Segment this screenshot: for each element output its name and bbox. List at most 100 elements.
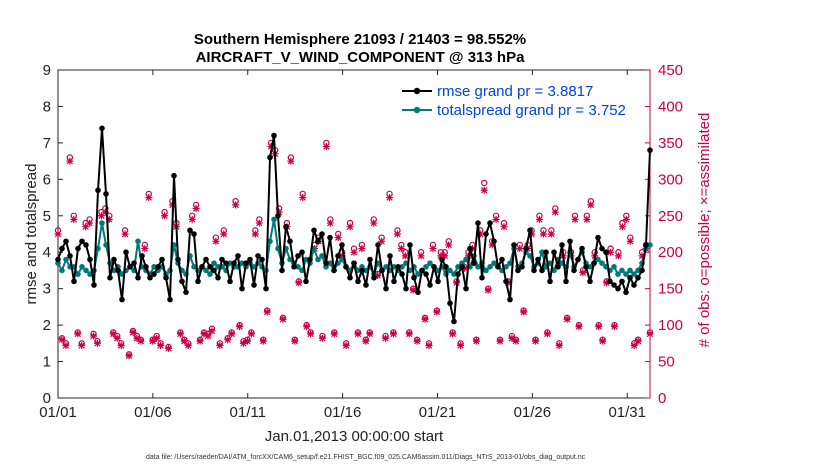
series-x-group — [54, 143, 654, 360]
obs-assimilated-point — [350, 248, 358, 256]
obs-assimilated-point — [607, 248, 615, 256]
series-point-rmse — [351, 260, 357, 266]
series-point-rmse — [131, 260, 137, 266]
obs-assimilated-point — [634, 337, 642, 345]
series-point-totalspread — [635, 267, 641, 274]
series-point-rmse — [523, 245, 529, 252]
legend-marker-totalspread — [413, 106, 421, 114]
series-point-rmse — [223, 260, 229, 266]
obs-assimilated-point — [149, 337, 157, 345]
plot-area — [57, 69, 651, 399]
obs-assimilated-point — [322, 143, 330, 151]
obs-assimilated-point — [239, 339, 247, 347]
obs-assimilated-point — [66, 157, 74, 165]
obs-assimilated-point — [370, 219, 378, 227]
obs-assimilated-point — [492, 215, 500, 223]
series-point-rmse — [599, 245, 605, 252]
y2-tick-label: 400 — [658, 98, 683, 115]
obs-assimilated-point — [449, 330, 457, 338]
x-tick-label: 01/26 — [514, 404, 552, 421]
obs-assimilated-point — [153, 334, 161, 342]
series-point-rmse — [603, 249, 609, 256]
obs-assimilated-point — [342, 342, 350, 350]
chart-title: Southern Hemisphere 21093 / 21403 = 98.5… — [194, 31, 526, 48]
series-point-rmse — [491, 238, 497, 245]
series-point-rmse — [371, 274, 377, 281]
series-point-rmse — [55, 256, 61, 263]
x-tick-label: 01/21 — [419, 404, 457, 421]
series-point-rmse — [427, 282, 433, 288]
series-point-totalspread — [451, 271, 457, 277]
y2-tick-label: 250 — [658, 208, 683, 225]
series-point-rmse — [235, 253, 241, 259]
obs-assimilated-point — [307, 330, 315, 338]
obs-assimilated-point — [224, 336, 232, 344]
series-point-rmse — [551, 249, 557, 256]
series-point-rmse — [99, 125, 105, 132]
series-point-rmse — [487, 220, 493, 226]
series-point-totalspread — [631, 271, 637, 277]
legend-label-rmse: rmse grand pr = 3.8817 — [437, 83, 593, 100]
series-point-rmse — [319, 231, 325, 237]
obs-assimilated-point — [441, 252, 449, 260]
series-point-rmse — [579, 245, 585, 252]
obs-assimilated-point — [583, 215, 591, 223]
series-point-rmse — [143, 264, 149, 270]
obs-assimilated-point — [78, 342, 86, 350]
obs-assimilated-point — [457, 342, 465, 350]
series-point-totalspread — [59, 267, 65, 274]
obs-assimilated-point — [212, 237, 220, 245]
series-point-rmse — [247, 256, 253, 263]
obs-assimilated-point — [141, 245, 149, 253]
obs-assimilated-point — [393, 230, 401, 238]
obs-assimilated-point — [208, 327, 216, 335]
obs-assimilated-point — [54, 230, 62, 238]
series-point-totalspread — [383, 264, 389, 270]
series-point-rmse — [459, 264, 465, 270]
y-tick-label: 2 — [43, 317, 51, 334]
series-point-rmse — [123, 249, 129, 256]
series-point-rmse — [327, 234, 333, 241]
series-point-totalspread — [483, 267, 489, 274]
series-point-rmse — [283, 223, 289, 230]
obs-assimilated-point — [366, 330, 374, 338]
series-point-rmse — [515, 267, 521, 274]
obs-assimilated-point — [125, 352, 133, 360]
series-point-rmse — [639, 267, 645, 274]
obs-assimilated-point — [109, 330, 117, 338]
series-point-rmse — [615, 285, 621, 292]
series-point-rmse — [187, 227, 193, 234]
obs-assimilated-point — [216, 342, 224, 350]
y2-tick-label: 0 — [658, 390, 666, 407]
series-point-rmse — [483, 231, 489, 237]
obs-assimilated-point — [176, 330, 184, 338]
series-point-rmse — [215, 274, 221, 281]
obs-assimilated-point — [188, 215, 196, 223]
series-point-totalspread — [63, 256, 69, 263]
series-point-rmse — [499, 256, 505, 263]
series-point-rmse — [435, 278, 441, 285]
obs-assimilated-point — [575, 323, 583, 331]
series-point-rmse — [647, 147, 653, 153]
series-point-rmse — [139, 253, 145, 259]
series-point-rmse — [311, 227, 317, 234]
series-point-rmse — [415, 289, 421, 296]
obs-assimilated-point — [362, 337, 370, 345]
series-point-rmse — [75, 245, 81, 252]
series-point-rmse — [439, 256, 445, 263]
obs-assimilated-point — [614, 252, 622, 260]
series-point-rmse — [567, 238, 573, 245]
obs-assimilated-point — [500, 223, 508, 231]
series-point-rmse — [323, 260, 329, 266]
series-point-rmse — [507, 296, 513, 303]
y-tick-label: 6 — [43, 171, 51, 188]
series-point-rmse — [95, 187, 101, 194]
series-point-rmse — [159, 256, 165, 263]
series-point-rmse — [195, 278, 201, 285]
series-point-rmse — [363, 282, 369, 288]
series-point-rmse — [295, 253, 301, 259]
series-point-rmse — [335, 253, 341, 259]
obs-assimilated-point — [251, 230, 259, 238]
obs-assimilated-point — [429, 245, 437, 253]
y2-axis-label: # of obs: o=possible; ×=assimilated — [696, 113, 713, 348]
